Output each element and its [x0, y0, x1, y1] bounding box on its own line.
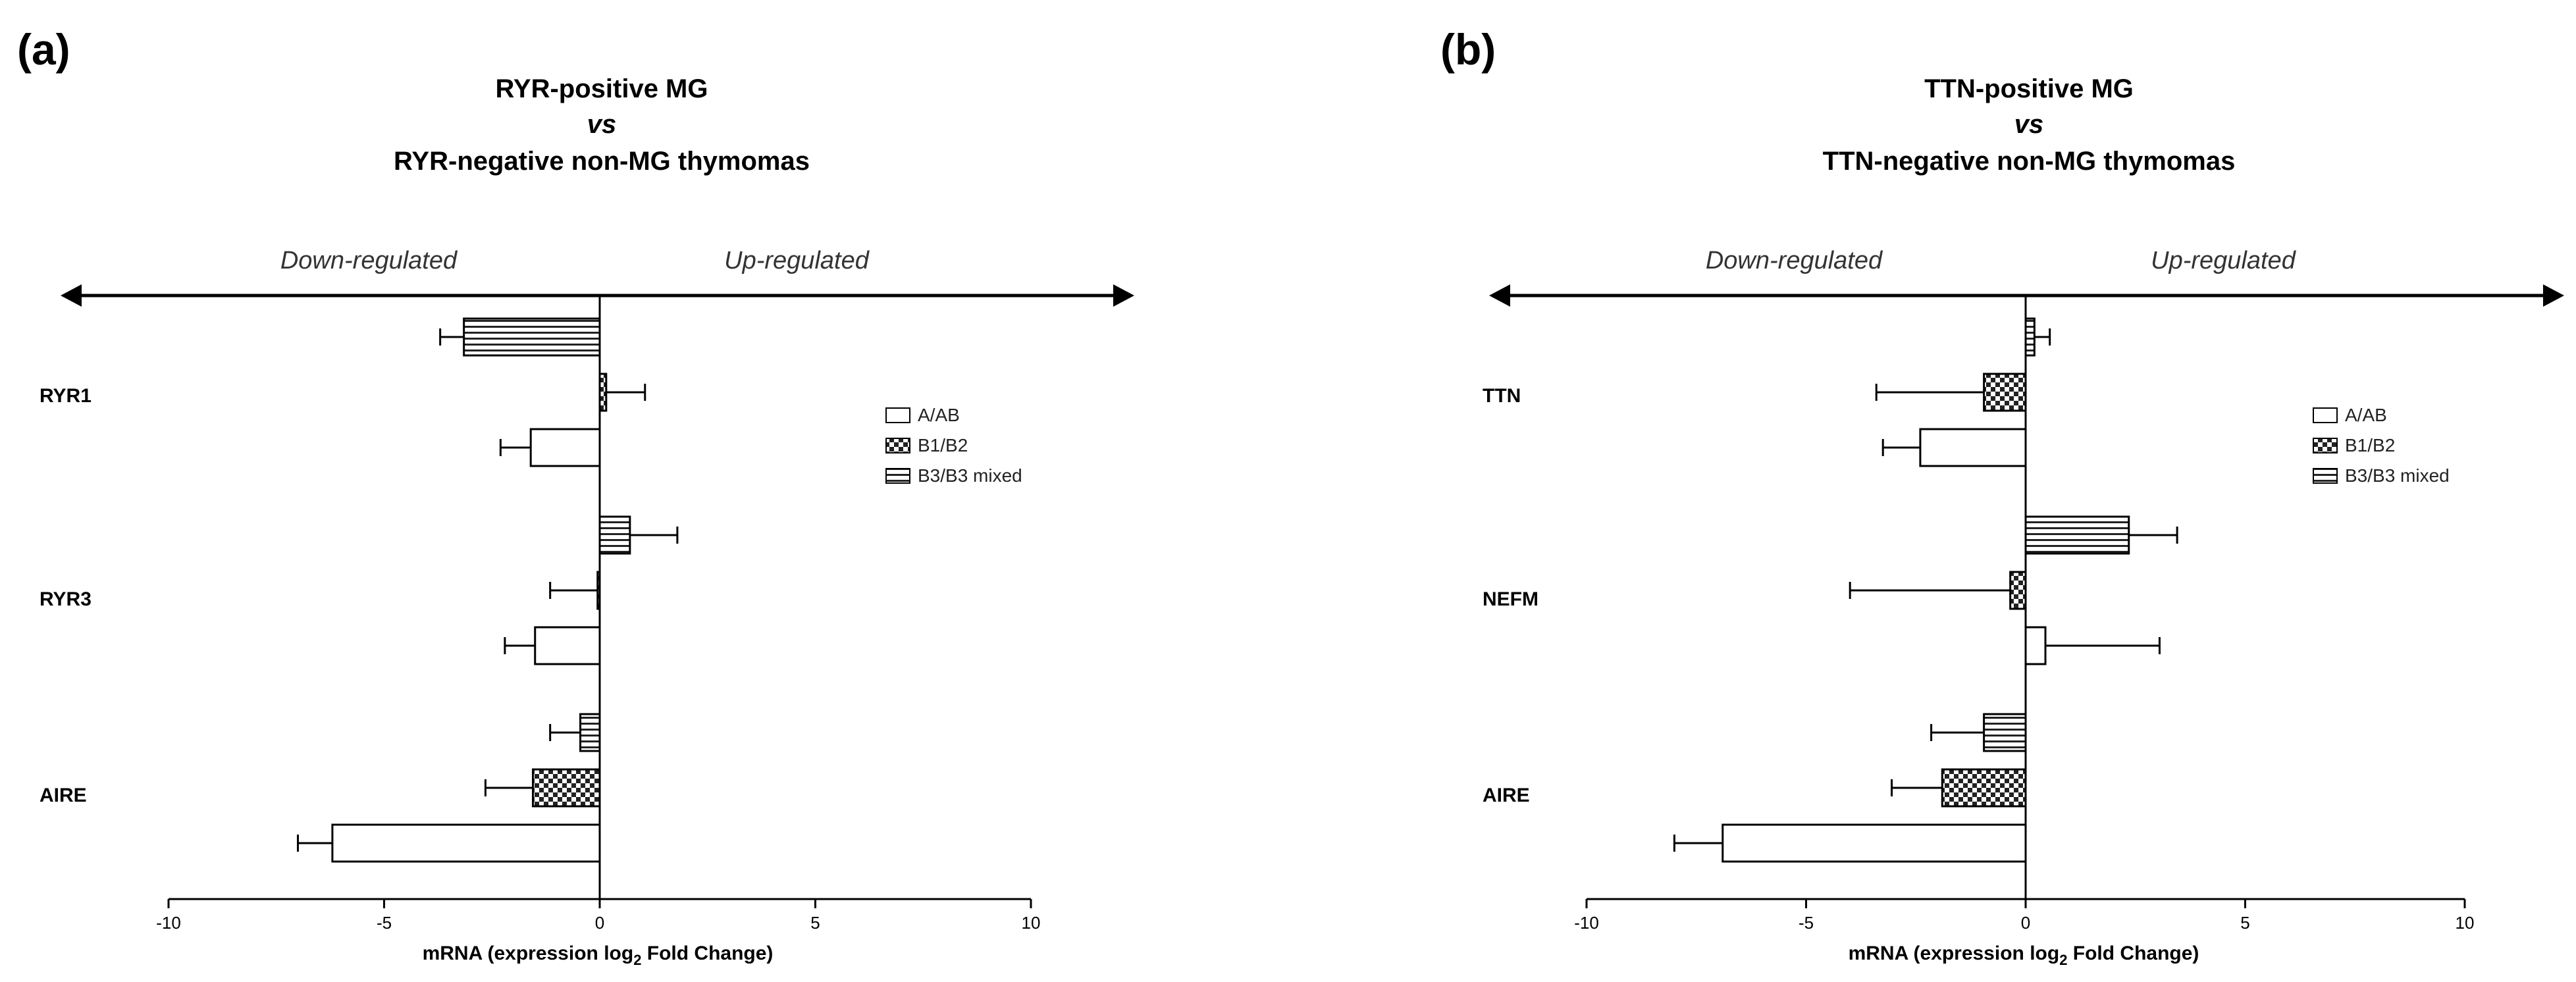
panel-a-x-axis-label: mRNA (expression log2 Fold Change) [423, 943, 774, 968]
panel-a: (a) RYR-positive MG vs RYR-negative non-… [17, 25, 1134, 968]
panel-b-gene-label-2: NEFM [1483, 588, 1538, 610]
panel-a-title-line-1: RYR-positive MG [496, 74, 708, 103]
panel-b-legend-swatch-1 [2313, 407, 2338, 423]
panel-a-arrowhead-right [1113, 284, 1134, 307]
panel-a-bar-ryr3-s3 [598, 515, 631, 555]
panel-b-x-tick-label: 5 [2240, 913, 2249, 933]
panel-a-title-line-2: vs [587, 110, 617, 139]
panel-a-legend-swatch-2 [885, 438, 910, 453]
panel-a-legend-swatch-3 [885, 468, 910, 484]
panel-a-bar-aire-s3 [579, 713, 601, 752]
panel-b-bar-ttn-s2 [1983, 373, 2027, 412]
panel-b-arrowhead-left [1489, 284, 1510, 307]
panel-b-x-axis-label: mRNA (expression log2 Fold Change) [1849, 943, 2199, 968]
panel-a-bars [297, 317, 679, 863]
panel-b-bar-ttn-s3 [2024, 317, 2036, 357]
panel-a-x-axis: -10 -5 0 5 10 [156, 898, 1041, 933]
panel-a-legend: A/AB B1/B2 B3/B3 mixed [885, 405, 1022, 486]
panel-b-legend: A/AB B1/B2 B3/B3 mixed [2313, 405, 2450, 486]
panel-b-bar-nefm-s2 [2009, 571, 2027, 610]
panel-b: (b) TTN-positive MG vs TTN-negative non-… [1440, 25, 2564, 968]
panel-b-gene-label-1: TTN [1483, 385, 1521, 407]
panel-b-x-axis-label-sub: 2 [2059, 952, 2067, 968]
panel-b-x-tick-label: -10 [1574, 913, 1599, 933]
panel-b-x-axis-label-tail: Fold Change) [2067, 943, 2199, 964]
panel-b-legend-label-3: B3/B3 mixed [2345, 465, 2450, 486]
panel-a-x-axis-label-main: mRNA (expression log [423, 943, 634, 964]
panel-b-title-line-2: vs [2014, 110, 2044, 139]
panel-b-title-line-1: TTN-positive MG [1924, 74, 2134, 103]
panel-a-x-tick-label: -10 [156, 913, 181, 933]
panel-b-bar-nefm-s1 [2024, 626, 2047, 665]
panel-b-x-tick-label: -5 [1799, 913, 1814, 933]
panel-b-x-axis-label-main: mRNA (expression log [1849, 943, 2060, 964]
panel-a-x-tick-label: 10 [1022, 913, 1041, 933]
panel-b-gene-label-3: AIRE [1483, 785, 1530, 806]
panel-a-legend-label-1: A/AB [918, 405, 960, 425]
panel-b-down-label: Down-regulated [1706, 247, 1883, 274]
panel-b-bars [1673, 317, 2178, 863]
panel-b-legend-swatch-2 [2313, 438, 2338, 453]
panel-a-bar-ryr1-s1 [529, 428, 601, 467]
panel-b-arrowhead-right [2543, 284, 2564, 307]
panel-a-x-axis-label-sub: 2 [633, 952, 641, 968]
panel-a-label: (a) [17, 25, 70, 74]
panel-b-legend-swatch-3 [2313, 468, 2338, 484]
panel-b-bar-aire-s2 [1941, 768, 2027, 808]
panel-a-legend-label-3: B3/B3 mixed [918, 465, 1022, 486]
panel-a-x-tick-label: -5 [377, 913, 392, 933]
panel-b-legend-label-1: A/AB [2345, 405, 2387, 425]
panel-a-bar-aire-s1 [331, 823, 601, 863]
panel-a-bar-aire-s2 [531, 768, 601, 808]
panel-b-legend-label-2: B1/B2 [2345, 435, 2395, 455]
panel-b-bar-aire-s3 [1983, 713, 2027, 752]
panel-b-bar-nefm-s3 [2024, 515, 2130, 555]
panel-a-x-axis-label-tail: Fold Change) [641, 943, 773, 964]
panel-a-x-tick-label: 0 [595, 913, 604, 933]
panel-a-title-line-3: RYR-negative non-MG thymomas [394, 147, 810, 176]
panel-b-x-tick-label: 10 [2456, 913, 2475, 933]
panel-a-arrowhead-left [61, 284, 82, 307]
panel-a-up-label: Up-regulated [724, 247, 870, 274]
panel-a-bar-ryr1-s3 [463, 317, 601, 357]
panel-a-gene-label-1: RYR1 [39, 385, 92, 407]
panel-b-x-axis: -10 -5 0 5 10 [1574, 898, 2475, 933]
panel-a-gene-label-3: AIRE [39, 785, 87, 806]
panel-b-bar-ttn-s1 [1919, 428, 2027, 467]
panel-a-legend-label-2: B1/B2 [918, 435, 968, 455]
panel-a-x-tick-label: 5 [810, 913, 820, 933]
panel-a-bar-ryr3-s1 [534, 626, 601, 665]
panel-a-down-label: Down-regulated [280, 247, 458, 274]
panel-b-x-tick-label: 0 [2021, 913, 2030, 933]
panel-a-gene-label-2: RYR3 [39, 588, 92, 610]
panel-b-up-label: Up-regulated [2151, 247, 2297, 274]
panel-b-label: (b) [1440, 25, 1496, 74]
panel-a-legend-swatch-1 [885, 407, 910, 423]
panel-b-title-line-3: TTN-negative non-MG thymomas [1823, 147, 2236, 176]
panel-b-bar-aire-s1 [1722, 823, 2027, 863]
